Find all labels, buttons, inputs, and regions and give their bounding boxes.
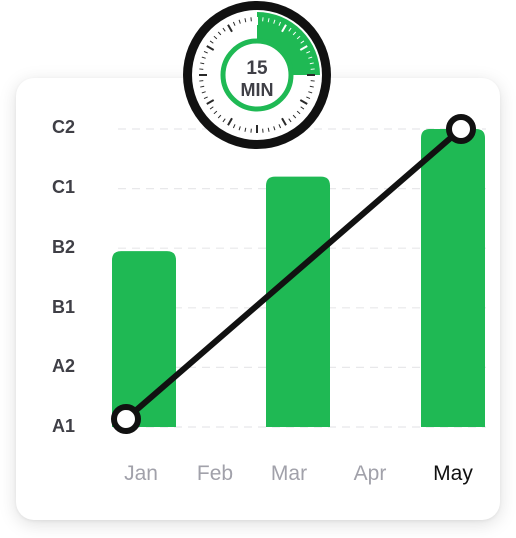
timer-tick — [227, 117, 233, 126]
timer-tick — [281, 117, 287, 126]
y-tick-label-b2: B2 — [52, 237, 75, 257]
timer-tick — [306, 50, 311, 54]
timer-tick — [244, 127, 247, 132]
timer-tick — [273, 126, 276, 131]
trend-line-path — [123, 126, 464, 422]
timer-tick — [238, 126, 241, 131]
timer-tick — [206, 45, 215, 51]
timer-tick — [292, 31, 297, 36]
y-axis-labels: C2 C1 B2 B1 A2 A1 — [52, 117, 75, 436]
timer-tick — [213, 110, 218, 115]
timer-tick — [292, 114, 297, 119]
y-tick-label-b1: B1 — [52, 297, 75, 317]
timer-tick — [227, 24, 233, 33]
timer-tick — [273, 19, 276, 24]
timer-tick — [288, 118, 292, 123]
timer-tick — [244, 18, 247, 23]
timer-tick — [309, 62, 314, 65]
trend-point-start — [111, 404, 141, 434]
timer-tick — [222, 27, 226, 32]
x-tick-label-may: May — [433, 462, 473, 485]
timer-tick — [299, 45, 308, 51]
timer-tick — [281, 24, 287, 33]
timer-tick — [203, 96, 208, 100]
timer-tick — [232, 124, 236, 129]
x-axis-labels: Jan Feb Mar Apr May — [124, 462, 473, 485]
timer-tick — [217, 114, 222, 119]
timer-tick — [201, 91, 206, 94]
y-tick-label-a2: A2 — [52, 356, 75, 376]
timer-tick — [201, 56, 206, 59]
timer-tick — [299, 99, 308, 105]
y-tick-label-a1: A1 — [52, 416, 75, 436]
trend-point-end — [446, 114, 476, 144]
timer-tick — [278, 21, 282, 26]
x-tick-label-apr: Apr — [354, 462, 387, 485]
timer-tick — [232, 21, 236, 26]
bar-mar — [266, 176, 330, 427]
timer-tick — [209, 40, 214, 44]
timer-tick — [222, 118, 226, 123]
bar-may — [421, 129, 485, 427]
timer-tick — [296, 110, 301, 115]
timer-value: 15 — [246, 58, 268, 79]
timer-tick — [200, 62, 205, 65]
chart-card — [16, 78, 500, 520]
timer-tick — [238, 19, 241, 24]
timer-tick-marks — [199, 17, 315, 133]
timer-tick — [200, 85, 205, 88]
x-tick-label-mar: Mar — [271, 462, 307, 485]
y-tick-label-c2: C2 — [52, 117, 75, 137]
timer-tick — [296, 35, 301, 40]
y-tick-label-c1: C1 — [52, 177, 75, 197]
bars — [112, 129, 485, 427]
timer-tick — [267, 18, 270, 23]
timer-inner-ring — [220, 38, 294, 112]
timer-tick — [267, 127, 270, 132]
timer-tick — [308, 56, 313, 59]
timer-tick — [209, 106, 214, 110]
timer-badge: 15 MIN — [183, 1, 331, 149]
timer-tick — [300, 106, 305, 110]
timer-tick — [306, 96, 311, 100]
timer-tick — [288, 27, 292, 32]
timer-tick — [278, 124, 282, 129]
timer-tick — [309, 85, 314, 88]
timer-unit: MIN — [241, 80, 274, 100]
x-tick-label-feb: Feb — [197, 462, 233, 485]
timer-tick — [300, 40, 305, 44]
timer-tick — [203, 50, 208, 54]
timer-tick — [308, 91, 313, 94]
timer-tick — [217, 31, 222, 36]
x-tick-label-jan: Jan — [124, 462, 158, 485]
bar-jan — [112, 251, 176, 427]
trend-line — [111, 114, 476, 434]
timer-tick — [206, 99, 215, 105]
timer-tick — [213, 35, 218, 40]
